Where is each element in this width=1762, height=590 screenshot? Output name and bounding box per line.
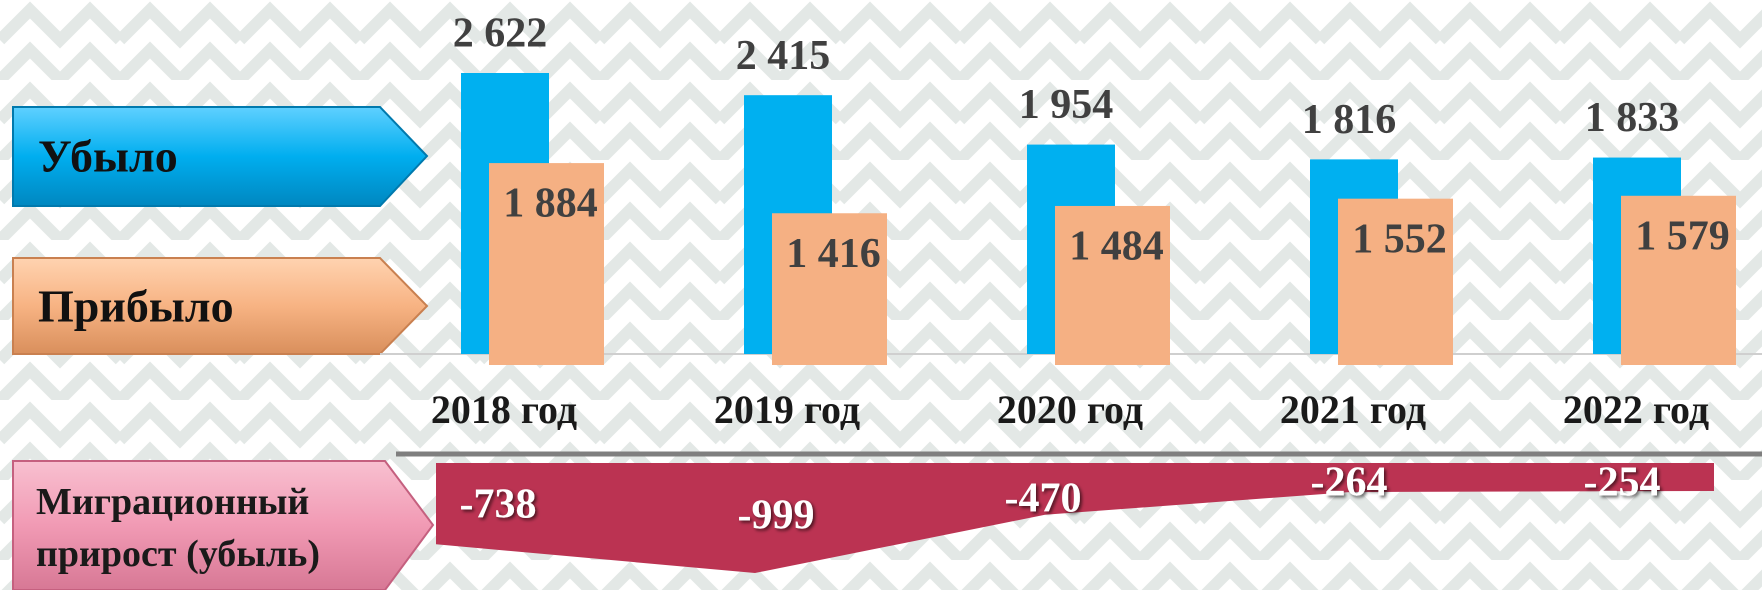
data-label: 1 416: [786, 231, 881, 277]
data-label: 1 833: [1585, 95, 1680, 141]
data-label: -254: [1584, 460, 1661, 506]
legend-label: Прибыло: [38, 281, 234, 332]
legend-label: Миграционный прирост (убыль): [36, 481, 320, 575]
x-tick-label: 2018 год: [431, 387, 577, 432]
data-label: -470: [1005, 476, 1082, 522]
x-tick-label: 2019 год: [714, 387, 860, 432]
bar: [489, 163, 604, 365]
legend-arrow: [12, 106, 429, 207]
bar: [1338, 198, 1453, 365]
data-label: 1 579: [1635, 213, 1730, 259]
legend-label-box: Миграционный прирост (убыль): [36, 481, 320, 575]
x-tick-label: 2022 год: [1563, 387, 1709, 432]
data-label: 1 954: [1019, 82, 1114, 128]
data-label: -264: [1311, 460, 1388, 506]
data-label: -738: [460, 482, 537, 528]
data-label: 2 622: [453, 11, 548, 57]
area: [436, 463, 1714, 573]
data-label: 1 816: [1302, 97, 1397, 143]
data-label: 1 552: [1352, 216, 1447, 262]
legend-label: Убыло: [38, 131, 178, 182]
legend-arrow: [12, 257, 429, 355]
bar: [772, 213, 887, 365]
x-tick-label: 2021 год: [1280, 387, 1426, 432]
legend-arrow: [12, 460, 435, 590]
x-tick-label: 2020 год: [997, 387, 1143, 432]
data-label: 1 484: [1069, 224, 1164, 270]
data-label: -999: [738, 493, 815, 539]
data-label: 2 415: [736, 33, 831, 79]
bar: [1055, 205, 1170, 365]
bar: [1621, 195, 1736, 365]
data-label: 1 884: [503, 181, 598, 227]
